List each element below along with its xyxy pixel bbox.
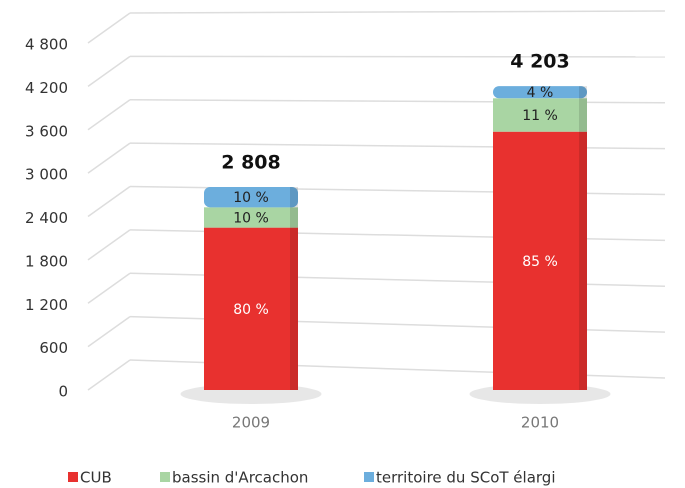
bar-segment	[493, 131, 587, 390]
grid-line	[87, 55, 131, 87]
grid-line	[87, 229, 131, 261]
total-label: 2 808	[221, 152, 281, 174]
bar-shade	[579, 86, 587, 390]
segment-label: 80 %	[233, 302, 269, 318]
y-tick-label: 0	[58, 383, 68, 401]
total-label: 4 203	[510, 51, 570, 73]
legend-label: bassin d'Arcachon	[172, 469, 308, 487]
grid-line	[87, 185, 131, 218]
bar-segment	[204, 187, 298, 208]
grid-line	[129, 55, 666, 58]
grid-line	[87, 272, 131, 304]
y-tick-label: 600	[39, 339, 68, 357]
y-tick-label: 4 800	[25, 36, 68, 54]
bar-segment	[493, 98, 587, 132]
bar-segment	[204, 207, 298, 228]
y-tick-label: 1 200	[25, 296, 68, 314]
x-tick-label: 2010	[521, 414, 559, 432]
bar-segment	[204, 227, 298, 390]
segment-label: 10 %	[233, 190, 269, 206]
grid-line	[87, 142, 131, 174]
y-tick-label: 3 600	[25, 122, 68, 140]
y-tick-label: 1 800	[25, 252, 68, 270]
legend-swatch	[68, 472, 78, 482]
legend-swatch	[160, 472, 170, 482]
x-tick-label: 2009	[232, 414, 270, 432]
y-tick-label: 2 400	[25, 209, 68, 227]
segment-label: 85 %	[522, 254, 558, 270]
legend-label: territoire du SCoT élargi	[376, 469, 556, 487]
segment-label: 4 %	[527, 85, 554, 101]
grid-line	[87, 12, 131, 44]
legend-swatch	[364, 472, 374, 482]
grid-line	[87, 359, 131, 391]
y-tick-label: 4 200	[25, 79, 68, 97]
y-tick-label: 3 000	[25, 166, 68, 184]
segment-label: 10 %	[233, 210, 269, 226]
segment-label: 11 %	[522, 108, 558, 124]
grid-line	[87, 316, 131, 348]
bar-segment	[493, 86, 587, 99]
grid-line	[87, 99, 131, 131]
bar-shade	[290, 187, 298, 390]
legend-label: CUB	[80, 469, 112, 487]
grid-line	[129, 10, 666, 14]
